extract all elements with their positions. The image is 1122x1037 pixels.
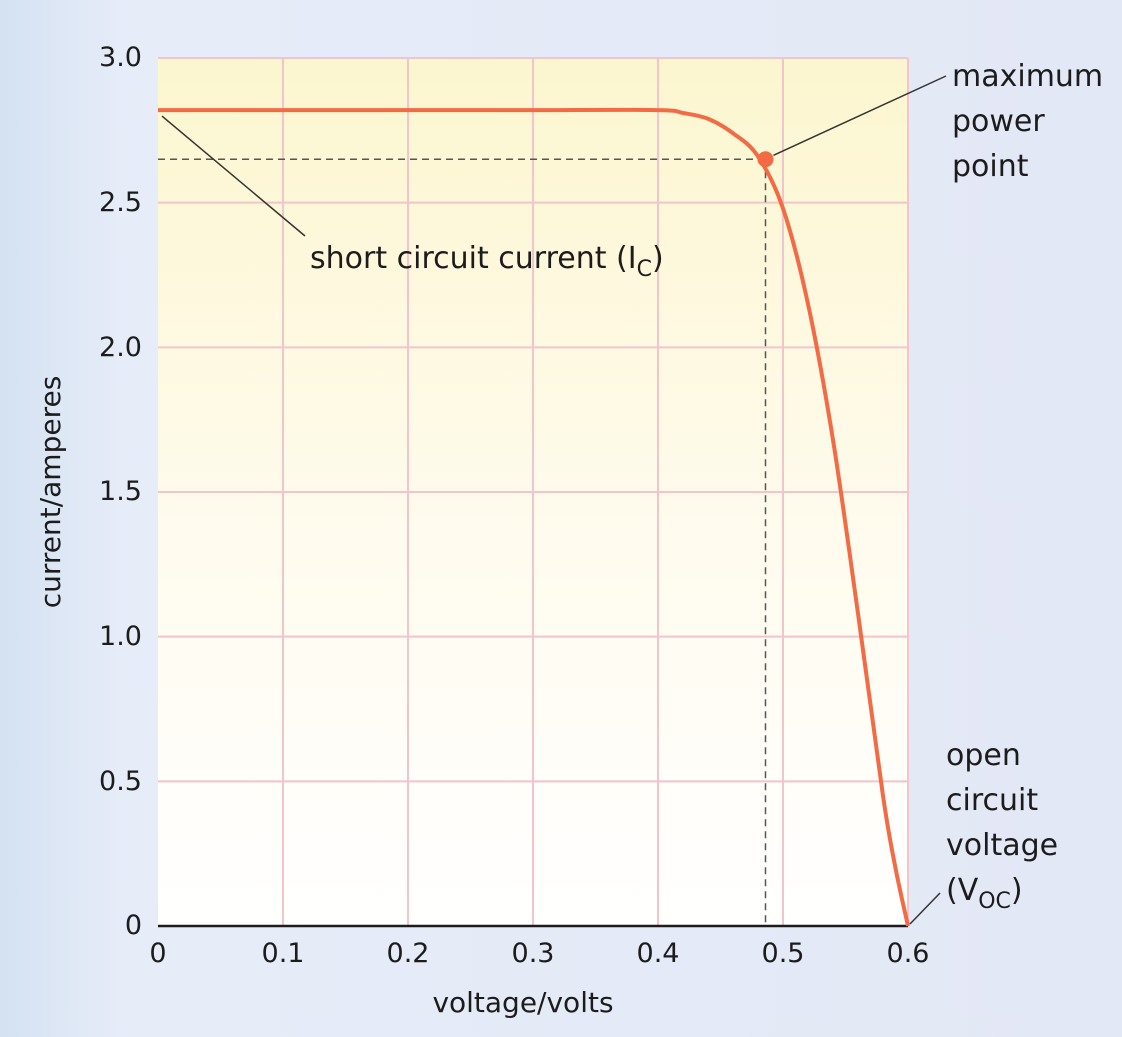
x-tick-labels: 0 0.1 0.2 0.3 0.4 0.5 0.6 — [149, 938, 929, 969]
y-tick-label: 2.0 — [99, 332, 142, 363]
y-tick-labels: 0 0.5 1.0 1.5 2.0 2.5 3.0 — [99, 42, 142, 941]
voc-label-line: circuit — [946, 783, 1038, 818]
isc-label-close: ) — [652, 241, 664, 276]
mpp-label-line: point — [952, 149, 1029, 184]
y-tick-label: 2.5 — [99, 187, 142, 218]
x-tick-label: 0.4 — [637, 938, 680, 969]
voc-label-subscript: OC — [978, 889, 1011, 914]
x-tick-label: 0 — [149, 938, 166, 969]
voc-leader-line — [909, 892, 941, 925]
annotation-leaders — [161, 75, 947, 925]
maximum-power-point-marker — [757, 151, 774, 168]
voc-label: open circuit voltage (VOC) — [946, 738, 1058, 914]
y-tick-label: 1.5 — [99, 476, 142, 507]
short-circuit-current-label: short circuit current (IC) — [310, 241, 664, 282]
y-axis-title: current/amperes — [34, 376, 67, 609]
isc-label-subscript: C — [637, 257, 652, 282]
mpp-label: maximum power point — [952, 59, 1103, 184]
x-tick-label: 0.2 — [387, 938, 430, 969]
x-axis-title: voltage/volts — [432, 986, 613, 1019]
mpp-leader-line — [773, 75, 947, 156]
isc-label-text: short circuit current (I — [310, 241, 637, 276]
x-tick-label: 0.1 — [262, 938, 305, 969]
x-tick-label: 0.6 — [887, 938, 930, 969]
y-tick-label: 1.0 — [99, 621, 142, 652]
voc-label-close: ) — [1011, 873, 1023, 908]
mpp-guides — [158, 158, 767, 926]
mpp-label-line: maximum — [952, 59, 1103, 94]
mpp-label-line: power — [952, 104, 1045, 139]
iv-curve-line — [157, 107, 910, 927]
voc-label-open: (V — [946, 873, 979, 908]
y-tick-label: 0.5 — [99, 766, 142, 797]
isc-leader-line — [161, 115, 306, 237]
x-tick-label: 0.3 — [512, 938, 555, 969]
y-tick-label: 3.0 — [99, 42, 142, 73]
x-tick-label: 0.5 — [762, 938, 805, 969]
y-tick-label: 0 — [125, 910, 142, 941]
voc-label-line: voltage — [946, 828, 1058, 863]
voc-label-line: (VOC) — [946, 873, 1023, 914]
voc-label-line: open — [946, 738, 1021, 773]
